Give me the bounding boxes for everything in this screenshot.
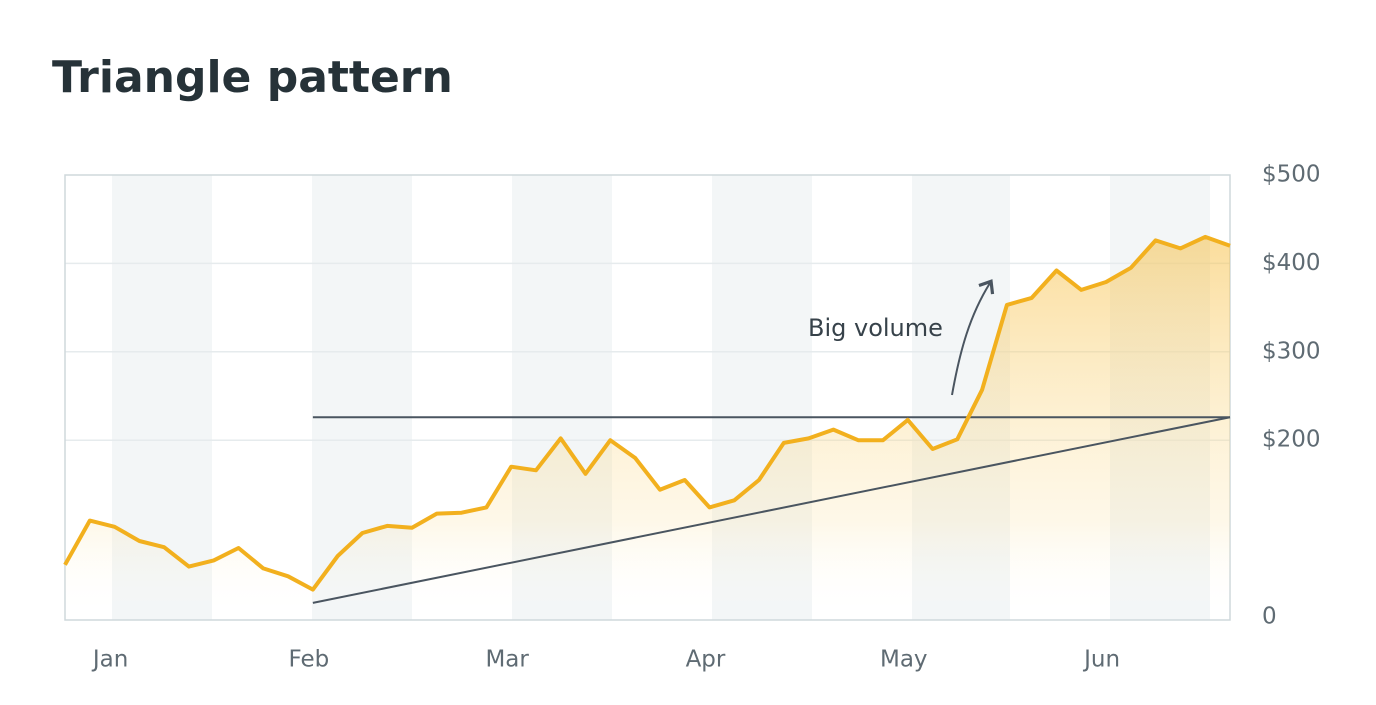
x-tick-label: May (880, 647, 928, 673)
annotation: Big volume (808, 314, 943, 342)
x-tick-label: Jan (91, 647, 128, 673)
x-tick-label: Mar (485, 647, 529, 673)
x-tick-label: Apr (686, 647, 726, 673)
y-tick-label: 0 (1262, 604, 1277, 630)
x-tick-label: Feb (289, 647, 330, 673)
annotation-arrow (951, 279, 995, 396)
y-tick-label: $200 (1262, 427, 1321, 453)
y-tick-label: $300 (1262, 338, 1321, 364)
chart-title: Triangle pattern (52, 52, 453, 103)
trendline (312, 416, 1231, 604)
y-tick-label: $400 (1262, 250, 1321, 276)
area (65, 236, 1230, 617)
x-tick-label: Jun (1082, 647, 1120, 673)
y-tick-label: $500 (1262, 162, 1321, 188)
line (63, 234, 1231, 592)
